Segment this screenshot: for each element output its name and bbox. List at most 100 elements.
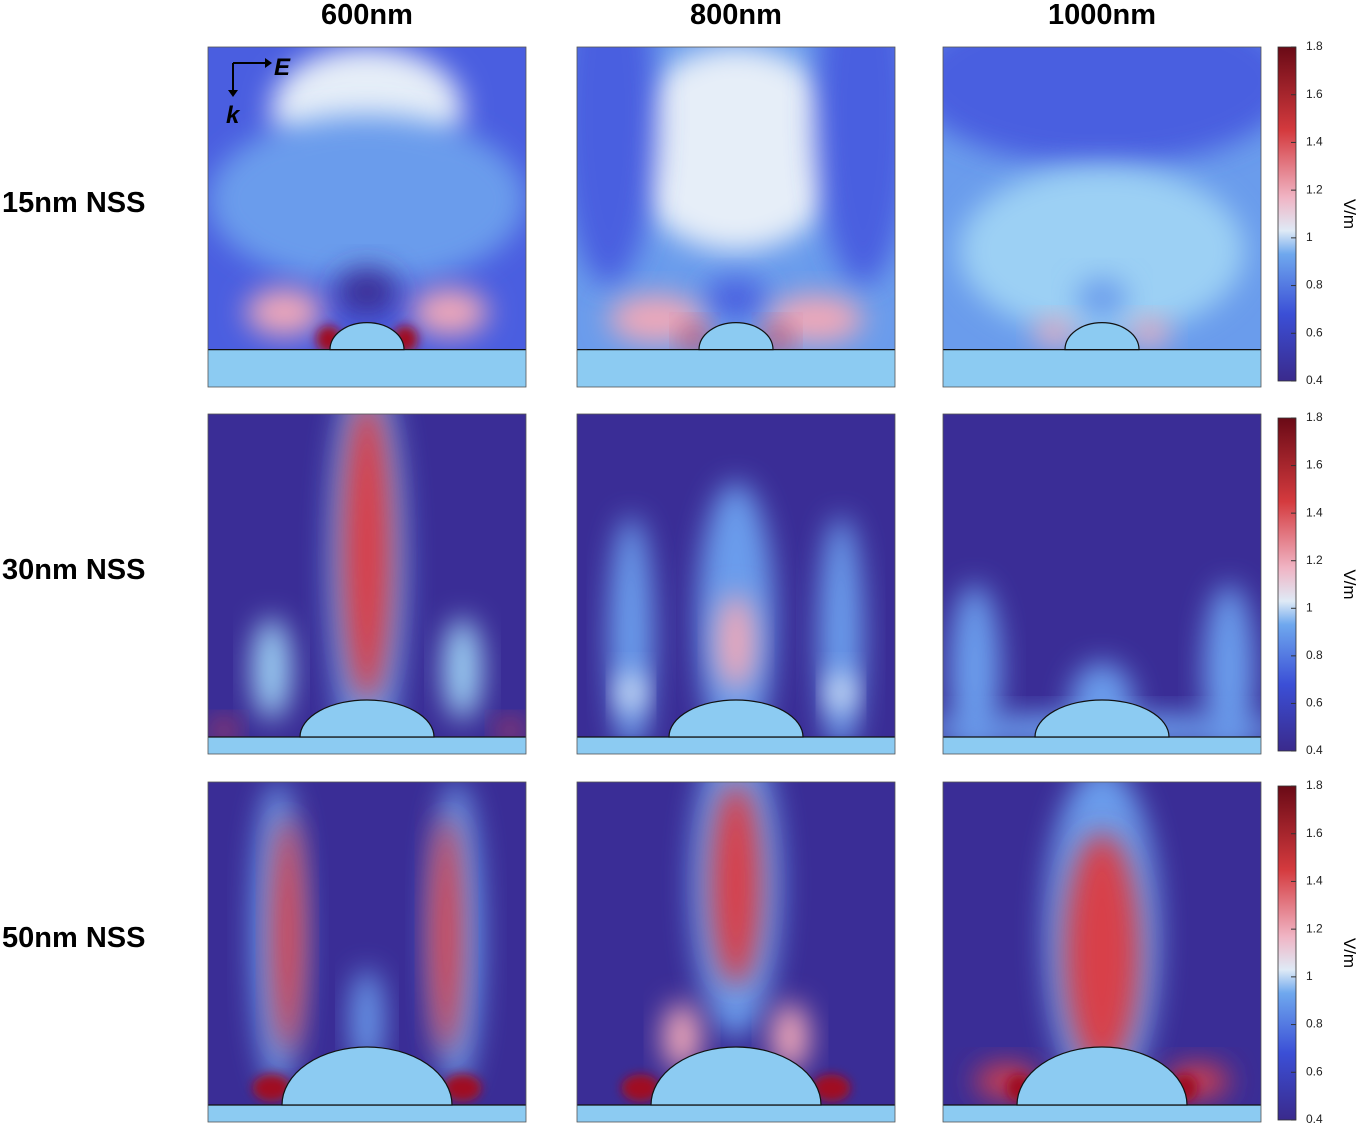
field-feature: [716, 594, 756, 690]
colorbar-tick-label: 0.8: [1306, 1017, 1323, 1031]
colorbar-tick-label: 1.6: [1306, 87, 1323, 101]
substrate: [943, 1105, 1261, 1122]
field-map: [208, 47, 526, 387]
substrate: [943, 349, 1261, 387]
field-feature: [411, 288, 488, 337]
k-label: k: [226, 102, 241, 129]
colorbar-tick-label: 0.6: [1306, 325, 1323, 339]
field-feature: [1076, 278, 1128, 319]
colorbar-tick-label: 0.6: [1306, 696, 1323, 710]
row-title: 15nm NSS: [2, 187, 145, 219]
panel-frame: [207, 781, 527, 1123]
row-title: 50nm NSS: [2, 922, 145, 954]
colorbar-tick-label: 1.2: [1306, 182, 1323, 196]
field-feature: [1203, 584, 1255, 754]
field-feature: [943, 47, 1261, 166]
colorbar-tick-label: 1.4: [1306, 874, 1323, 888]
field-feature: [271, 816, 304, 1054]
field-feature: [351, 969, 383, 1071]
field-map: [943, 47, 1261, 387]
nanoparticle: [1034, 699, 1170, 738]
nanoparticle: [668, 699, 804, 738]
field-feature: [211, 720, 237, 741]
substrate: [208, 1105, 526, 1122]
field-feature: [335, 268, 399, 316]
colorbar-unit: V/m: [1340, 938, 1359, 968]
colorbar-tick-label: 1.4: [1306, 505, 1323, 519]
colorbar: [1277, 46, 1297, 382]
field-map: [943, 414, 1261, 754]
colorbar-unit: V/m: [1340, 199, 1359, 229]
colorbar-tick-label: 0.6: [1306, 1064, 1323, 1078]
panel-frame: [207, 46, 527, 388]
colorbar-tick-label: 0.4: [1306, 1112, 1323, 1126]
nanoparticle: [698, 322, 774, 351]
field-feature: [828, 672, 854, 714]
field-feature: [443, 1074, 482, 1102]
field-feature: [618, 672, 644, 714]
column-title: 1000nm: [1048, 0, 1156, 31]
colorbar-tick-label: 1: [1306, 230, 1313, 244]
colorbar-tick-label: 0.8: [1306, 648, 1323, 662]
field-map: [577, 414, 895, 754]
substrate: [943, 737, 1261, 754]
nanoparticle: [1064, 322, 1140, 351]
colorbar-unit: V/m: [1340, 569, 1359, 599]
field-feature: [1130, 319, 1169, 347]
field-feature: [710, 782, 762, 986]
colorbar-tick-label: 1.2: [1306, 921, 1323, 935]
substrate: [208, 349, 526, 387]
colorbar-tick-label: 1.4: [1306, 135, 1323, 149]
nanoparticle: [1016, 1046, 1188, 1106]
field-feature: [949, 584, 1001, 754]
field-map: [577, 47, 895, 387]
field-feature: [443, 618, 482, 720]
column-title: 800nm: [690, 0, 782, 31]
arrowhead: [228, 58, 272, 97]
nanoparticle: [329, 322, 405, 351]
nanoparticle: [299, 699, 435, 738]
field-feature: [252, 1074, 291, 1102]
field-feature: [208, 115, 526, 285]
colorbar-tick-label: 0.8: [1306, 278, 1323, 292]
panel-frame: [942, 781, 1262, 1123]
field-feature: [662, 1003, 702, 1071]
colorbar-tick-label: 1.8: [1306, 778, 1323, 792]
colorbar-tick-label: 1.6: [1306, 826, 1323, 840]
colorbar-tick-label: 1.8: [1306, 39, 1323, 53]
row-title: 30nm NSS: [2, 554, 145, 586]
colorbar-tick-label: 1.2: [1306, 553, 1323, 567]
colorbar-tick-label: 1: [1306, 600, 1313, 614]
field-feature: [1035, 319, 1074, 347]
substrate: [577, 349, 895, 387]
colorbar-tick-label: 0.4: [1306, 743, 1323, 757]
panel-frame: [942, 46, 1262, 388]
field-feature: [770, 1003, 810, 1071]
field-map: [208, 782, 526, 1122]
field-feature: [577, 47, 657, 285]
field-feature: [497, 720, 523, 741]
field-feature: [1063, 833, 1141, 1071]
panel-frame: [576, 413, 896, 755]
field-map: [943, 782, 1261, 1122]
field-feature: [341, 414, 393, 703]
colorbar-tick-label: 0.4: [1306, 373, 1323, 387]
colorbar: [1277, 417, 1297, 752]
panel-frame: [942, 413, 1262, 755]
field-feature: [246, 288, 323, 337]
field-feature: [430, 816, 463, 1054]
nanoparticle: [281, 1046, 453, 1106]
substrate: [577, 737, 895, 754]
field-map: [577, 782, 895, 1122]
colorbar-tick-label: 1.8: [1306, 410, 1323, 424]
field-feature: [252, 618, 291, 720]
field-feature: [818, 516, 864, 754]
field-feature: [608, 516, 654, 754]
nanoparticle: [650, 1046, 822, 1106]
field-feature: [958, 166, 1246, 336]
column-title: 600nm: [321, 0, 413, 31]
colorbar-tick-label: 1.6: [1306, 458, 1323, 472]
axis-arrow: [232, 62, 265, 92]
field-feature: [624, 47, 848, 251]
